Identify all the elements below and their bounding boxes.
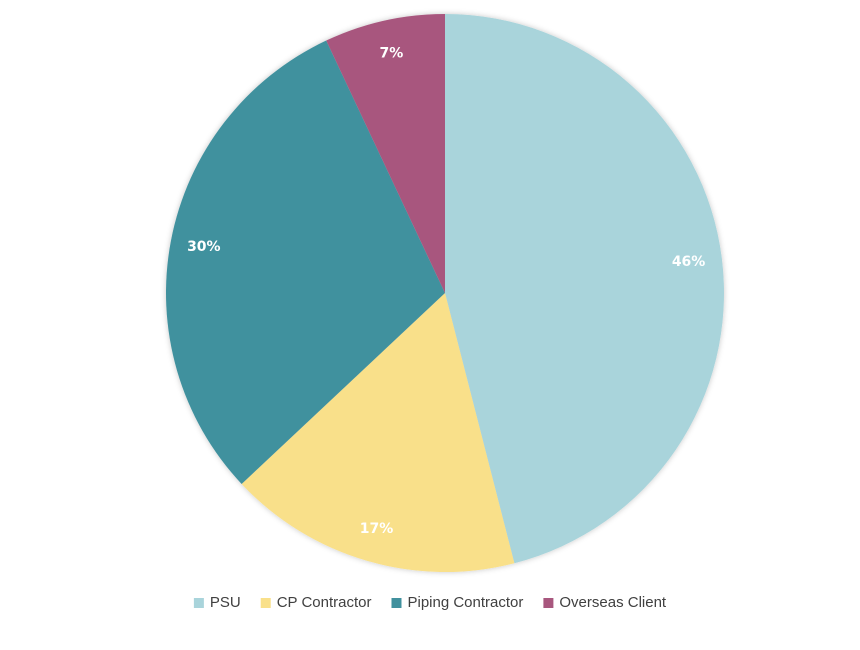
legend: PSU CP Contractor Piping Contractor Oversea…: [193, 594, 667, 611]
pie-slice-cp-contractor: [241, 293, 515, 572]
legend-label-piping-contractor: Piping Contractor: [407, 594, 523, 611]
pie-slice-piping-contractor: [166, 40, 445, 484]
pie-slice-psu: [445, 14, 724, 564]
legend-label-overseas-client: Overseas Client: [559, 594, 667, 611]
pie-slice-overseas-client: [326, 14, 445, 293]
legend-swatch-cp-contractor: [260, 598, 271, 608]
pie-slices: [166, 14, 724, 572]
data-label-cp-contractor: 17%: [360, 521, 394, 537]
pie-data-labels: 46% 17% 30% 7%: [187, 45, 705, 536]
data-label-overseas-client: 7%: [380, 45, 404, 61]
data-label-piping-contractor: 30%: [187, 239, 221, 255]
legend-label-cp-contractor: CP Contractor: [277, 594, 372, 611]
legend-swatch-psu: [193, 598, 204, 608]
legend-label-psu: PSU: [210, 594, 241, 611]
legend-swatch-piping-contractor: [391, 598, 402, 608]
data-label-psu: 46%: [672, 254, 706, 270]
legend-swatch-overseas-client: [543, 598, 554, 608]
